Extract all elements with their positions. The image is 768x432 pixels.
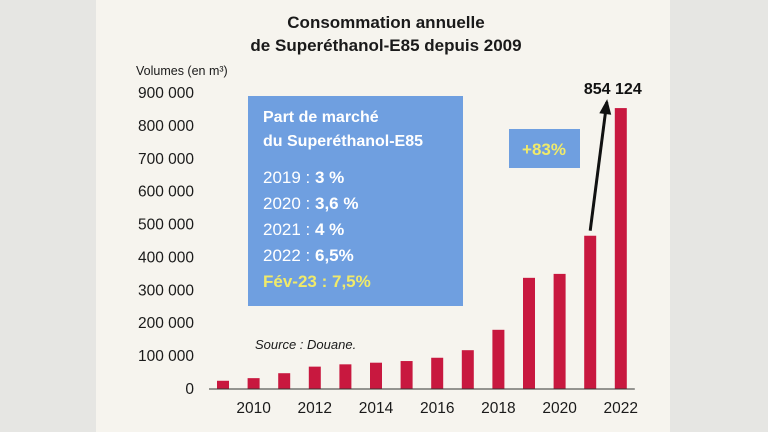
inset-box: Part de marché du Superéthanol-E85 2019 … [248, 96, 463, 306]
y-tick-label: 100 000 [138, 348, 194, 365]
y-tick-label: 800 000 [138, 118, 194, 135]
inset-row-label: 2019 : [263, 168, 315, 187]
inset-row: 2022 : 6,5% [263, 246, 354, 265]
y-axis-label: Volumes (en m³) [136, 64, 228, 78]
inset-row: 2020 : 3,6 % [263, 194, 358, 213]
y-tick-label: 0 [185, 381, 194, 398]
bar-2013 [339, 364, 352, 389]
bar-2009 [217, 380, 229, 389]
inset-rows: 2019 : 3 %2020 : 3,6 %2021 : 4 %2022 : 6… [263, 168, 371, 291]
inset-title-line2: du Superéthanol-E85 [263, 133, 423, 150]
growth-label: +83% [522, 140, 566, 159]
inset-row-value: 3 % [315, 168, 344, 187]
bar-chart: Consommation annuelle de Superéthanol-E8… [136, 13, 642, 417]
inset-background [248, 96, 463, 306]
growth-box [509, 129, 580, 168]
source-note: Source : Douane. [255, 337, 356, 352]
inset-row-value: 4 % [315, 220, 344, 239]
inset-row-value: 6,5% [315, 246, 354, 265]
y-tick-label: 600 000 [138, 184, 194, 201]
y-tick-label: 500 000 [138, 217, 194, 234]
x-tick-label: 2016 [420, 400, 454, 417]
bar-2021 [584, 235, 597, 389]
bar-2011 [278, 373, 291, 389]
growth-arrow [588, 99, 612, 231]
y-tick-labels: 0 100 000 200 000 300 000 400 000 500 000 600 … [138, 85, 194, 398]
x-tick-label: 2018 [481, 400, 515, 417]
inset-title-line1: Part de marché [263, 109, 379, 126]
bar-2014 [370, 362, 382, 389]
arrow-head [599, 99, 612, 115]
y-tick-label: 400 000 [138, 249, 194, 266]
inset-row-value: 7,5% [332, 272, 371, 291]
arrow-shaft [588, 101, 609, 231]
x-tick-label: 2014 [359, 400, 394, 417]
bar-2010 [247, 378, 260, 389]
bar-2019 [523, 277, 535, 389]
inset-row-label: 2021 : [263, 220, 315, 239]
x-tick-label: 2012 [298, 400, 332, 417]
y-tick-label: 200 000 [138, 315, 194, 332]
inset-row: 2021 : 4 % [263, 220, 344, 239]
bar-2020 [553, 273, 566, 389]
x-tick-label: 2010 [236, 400, 271, 417]
last-value-label: 854 124 [584, 81, 642, 98]
bar-2018 [492, 329, 505, 389]
chart-title-line2: de Superéthanol-E85 depuis 2009 [250, 36, 521, 55]
y-tick-label: 300 000 [138, 282, 194, 299]
growth-callout: +83% [509, 129, 580, 168]
x-tick-label: 2022 [604, 400, 638, 417]
chart-title-line1: Consommation annuelle [287, 13, 484, 32]
bar-2022 [614, 108, 627, 389]
y-tick-label: 700 000 [138, 151, 194, 168]
bar-2012 [308, 366, 321, 389]
inset-row: 2019 : 3 % [263, 168, 344, 187]
inset-row-label: Fév-23 : [263, 272, 332, 291]
bars [217, 108, 627, 389]
x-tick-labels: 2010 2012 2014 2016 2018 2020 2022 [236, 400, 638, 417]
inset-row-label: 2020 : [263, 194, 315, 213]
bar-2016 [431, 357, 444, 389]
y-tick-label: 900 000 [138, 85, 194, 102]
inset-row: Fév-23 : 7,5% [263, 272, 371, 291]
inset-row-value: 3,6 % [315, 194, 358, 213]
x-tick-label: 2020 [542, 400, 577, 417]
bar-2017 [461, 350, 474, 389]
bar-2015 [400, 361, 413, 389]
inset-row-label: 2022 : [263, 246, 315, 265]
chart-card: Consommation annuelle de Superéthanol-E8… [96, 0, 670, 432]
